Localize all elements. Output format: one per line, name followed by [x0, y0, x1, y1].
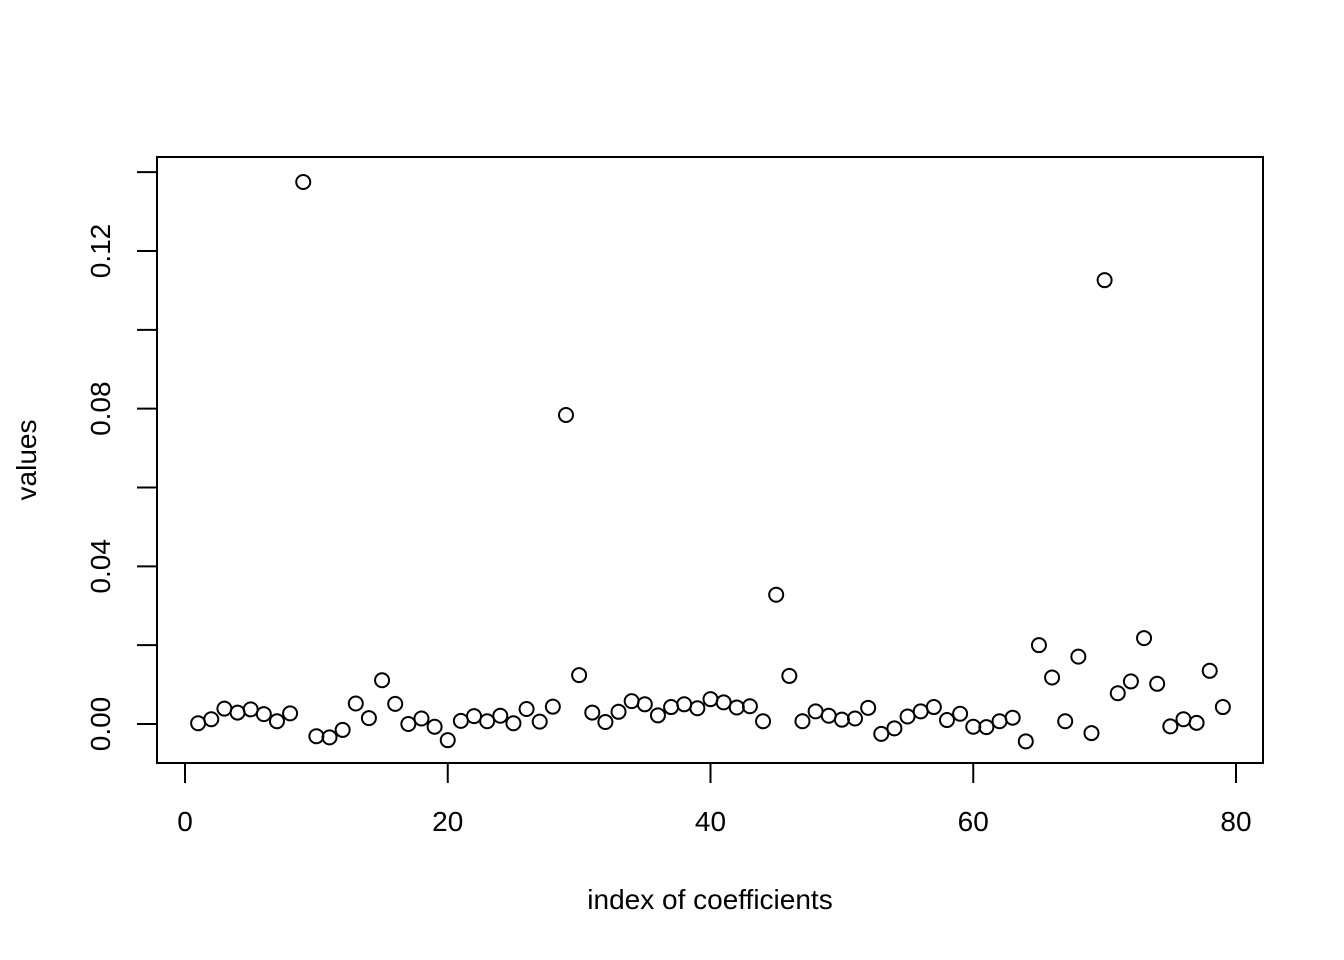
data-point [321, 729, 338, 746]
x-tick-label: 40 [695, 806, 726, 837]
data-point [781, 667, 798, 684]
data-point [938, 712, 955, 729]
x-tick-label: 20 [432, 806, 463, 837]
data-point [387, 695, 404, 712]
data-point [991, 713, 1008, 730]
data-point [1175, 711, 1192, 728]
data-point [741, 698, 758, 715]
data-point [413, 710, 430, 727]
data-point [807, 703, 824, 720]
data-point [728, 699, 745, 716]
data-point [1214, 699, 1231, 716]
data-point [1004, 709, 1021, 726]
data-point [886, 720, 903, 737]
data-point [203, 711, 220, 728]
data-point [833, 711, 850, 728]
data-point [702, 691, 719, 708]
data-point [768, 586, 785, 603]
data-point [689, 700, 706, 717]
data-point [584, 704, 601, 721]
x-axis: 0 20 40 60 80 [177, 762, 1252, 837]
data-point [623, 693, 640, 710]
data-point [1109, 685, 1126, 702]
data-point [1030, 637, 1047, 654]
data-point [912, 703, 929, 720]
x-tick-label: 0 [177, 806, 193, 837]
data-point [978, 719, 995, 736]
data-point [400, 716, 417, 732]
data-point [1122, 673, 1139, 690]
data-point [1057, 713, 1074, 730]
data-point [518, 701, 535, 718]
data-point [965, 718, 982, 735]
y-axis: 0.00 0.04 0.08 0.12 [85, 171, 158, 752]
data-point [676, 696, 693, 713]
data-points [190, 174, 1231, 750]
y-tick-label: 0.00 [85, 697, 116, 752]
data-point [663, 699, 680, 716]
data-point [610, 703, 627, 720]
data-point [597, 714, 614, 731]
data-point [452, 712, 469, 729]
data-point [1070, 648, 1087, 665]
data-point [374, 672, 391, 689]
data-point [636, 696, 653, 713]
y-tick-label: 0.04 [85, 539, 116, 594]
x-tick-label: 60 [958, 806, 989, 837]
y-tick-label: 0.08 [85, 381, 116, 436]
data-point [426, 718, 443, 735]
data-point [216, 700, 233, 717]
data-point [282, 705, 299, 722]
data-point [1136, 630, 1153, 647]
x-axis-title: index of coefficients [587, 884, 832, 915]
data-point [255, 706, 272, 723]
data-point [899, 708, 916, 725]
data-point [1044, 669, 1061, 686]
data-point [479, 713, 496, 730]
data-point [308, 728, 325, 745]
data-point [571, 667, 588, 684]
data-point [347, 695, 364, 712]
data-point [1083, 725, 1100, 742]
data-point [649, 707, 666, 724]
data-point [544, 698, 561, 715]
data-point [1096, 272, 1113, 289]
data-point [847, 710, 864, 727]
data-point [466, 708, 483, 725]
data-point [268, 713, 285, 730]
data-point [925, 699, 942, 716]
data-point [715, 694, 732, 711]
data-point [794, 713, 811, 730]
data-point [873, 725, 890, 742]
data-point [1149, 675, 1166, 692]
data-point [295, 174, 312, 191]
data-point [860, 699, 877, 716]
data-point [952, 705, 969, 722]
data-point [242, 701, 259, 718]
data-point [439, 732, 456, 749]
data-point [1188, 714, 1205, 731]
data-point [1162, 718, 1179, 735]
data-point [1017, 733, 1034, 750]
data-point [229, 704, 246, 721]
data-point [492, 707, 509, 724]
plot-frame [156, 156, 1264, 764]
data-point [334, 721, 351, 738]
x-tick-label: 80 [1220, 806, 1251, 837]
data-point [1201, 662, 1218, 679]
data-point [190, 715, 207, 732]
data-point [360, 710, 377, 727]
y-axis-title: values [11, 420, 42, 501]
data-point [531, 713, 548, 730]
data-point [505, 715, 522, 732]
y-tick-label: 0.12 [85, 224, 116, 279]
data-point [557, 406, 574, 423]
data-point [755, 713, 772, 730]
data-point [820, 707, 837, 724]
